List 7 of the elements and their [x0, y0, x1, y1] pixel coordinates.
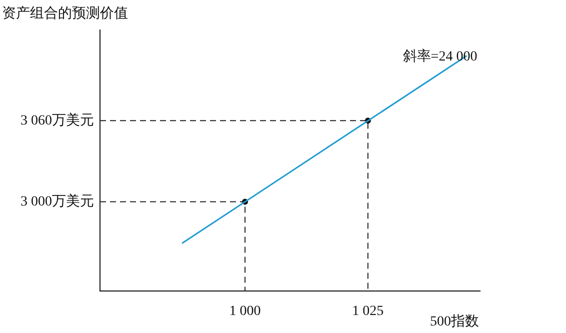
x-tick-label: 1 025 — [352, 304, 384, 320]
y-tick-label: 3 000万美元 — [20, 193, 94, 210]
x-tick-label: 1 000 — [229, 304, 261, 320]
x-axis-title: 500指数 — [430, 314, 479, 330]
y-tick-label: 3 060万美元 — [20, 112, 94, 128]
annotation: 斜率=24 000 — [402, 48, 478, 65]
y-axis-title: 资产组合的预测价值 — [2, 6, 128, 22]
